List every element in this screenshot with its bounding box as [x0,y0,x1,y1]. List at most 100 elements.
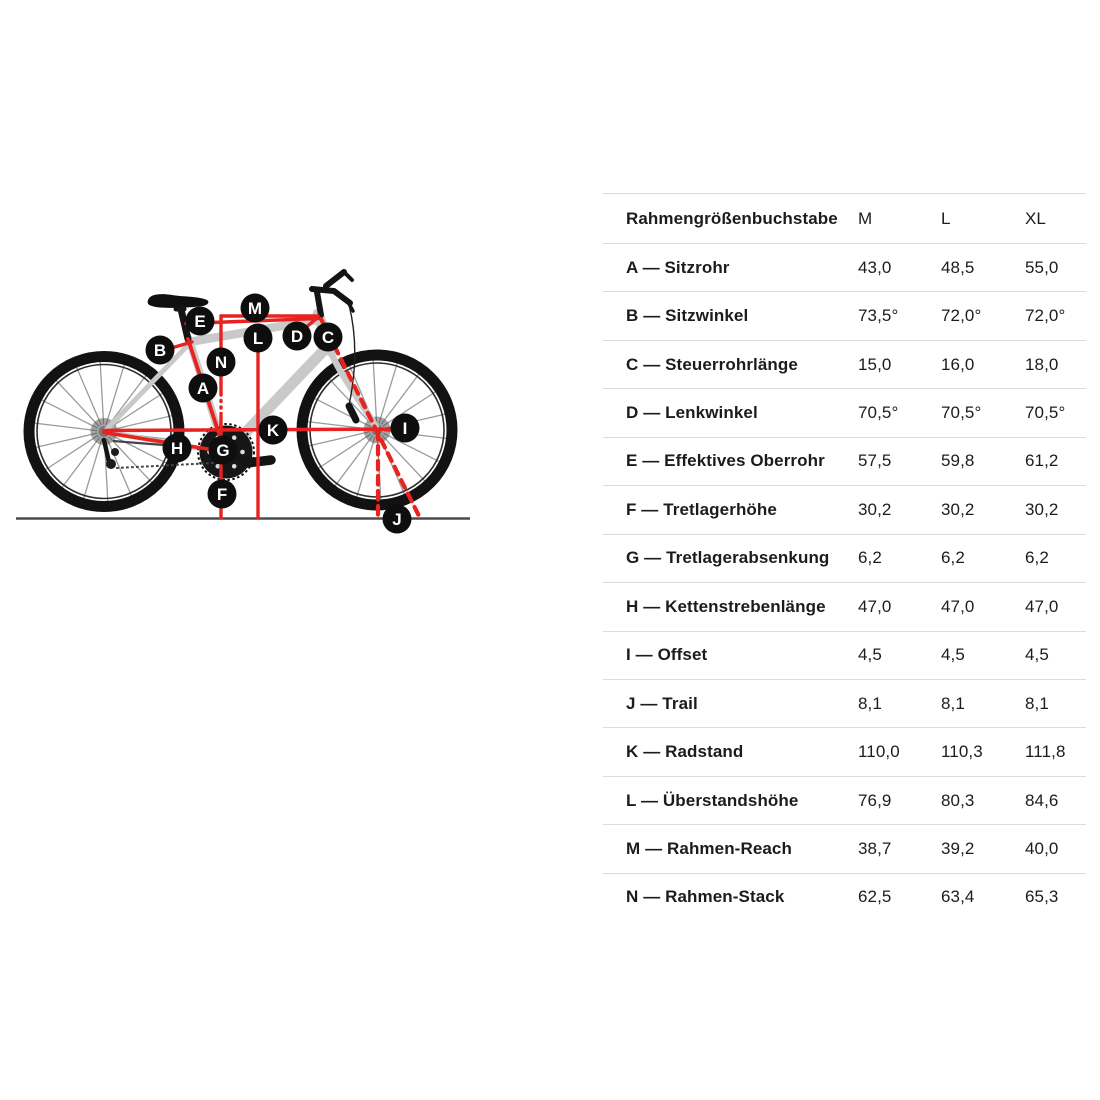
marker-letter: B [154,341,166,360]
marker-letter: N [215,353,227,372]
row-value-l: 4,5 [941,645,965,665]
row-value-m: 57,5 [858,451,892,471]
marker-J: J [382,504,412,534]
marker-letter: J [392,510,401,529]
row-label: E — Effektives Oberrohr [626,451,825,471]
row-label: I — Offset [626,645,708,665]
table-row: I — Offset 4,5 4,5 4,5 [603,630,1086,679]
row-value-l: 59,8 [941,451,975,471]
rear-derailleur [101,437,112,465]
geometry-table: Rahmengrößenbuchstabe M L XL A — Sitzroh… [603,193,1086,922]
row-value-m: 8,1 [858,693,882,713]
marker-G: G [208,435,238,465]
column-header-xl: XL [1025,208,1046,228]
saddle [147,294,209,308]
marker-letter: E [194,312,205,331]
stem [314,289,324,318]
table-row: D — Lenkwinkel 70,5° 70,5° 70,5° [603,388,1086,437]
row-value-xl: 4,5 [1025,645,1049,665]
table-header-row: Rahmengrößenbuchstabe M L XL [603,193,1086,243]
table-row: K — Radstand 110,0 110,3 111,8 [603,727,1086,776]
row-value-xl: 70,5° [1025,403,1066,423]
table-row: C — Steuerrohrlänge 15,0 16,0 18,0 [603,339,1086,389]
row-label: M — Rahmen-Reach [626,838,792,858]
table-row: N — Rahmen-Stack 62,5 63,4 65,3 [603,872,1086,922]
row-value-xl: 65,3 [1025,887,1059,907]
marker-letter: K [267,421,280,440]
row-label: D — Lenkwinkel [626,403,758,423]
row-value-l: 110,3 [941,742,983,762]
table-row: F — Tretlagerhöhe 30,2 30,2 30,2 [603,485,1086,534]
marker-letter: L [253,329,263,348]
row-value-l: 30,2 [941,499,975,519]
table-row: H — Kettenstrebenlänge 47,0 47,0 47,0 [603,582,1086,631]
row-value-m: 38,7 [858,838,892,858]
marker-H: H [162,433,192,463]
marker-C: C [313,322,343,352]
row-value-xl: 40,0 [1025,838,1059,858]
row-value-xl: 84,6 [1025,790,1059,810]
row-value-m: 47,0 [858,596,892,616]
row-label: J — Trail [626,693,698,713]
marker-letter: C [322,328,334,347]
marker-letter: D [291,327,303,346]
row-value-xl: 61,2 [1025,451,1059,471]
table-row: A — Sitzrohr 43,0 48,5 55,0 [603,243,1086,292]
marker-I: I [390,413,420,443]
row-value-l: 48,5 [941,257,975,277]
row-label: F — Tretlagerhöhe [626,499,777,519]
row-value-xl: 55,0 [1025,257,1059,277]
row-value-l: 6,2 [941,548,965,568]
row-value-m: 110,0 [858,742,900,762]
marker-letter: I [403,419,408,438]
row-label: A — Sitzrohr [626,257,730,277]
chain-bottom [115,462,215,469]
table-body: A — Sitzrohr 43,0 48,5 55,0 B — Sitzwink… [603,243,1086,922]
column-header-l: L [941,208,951,228]
table-row: E — Effektives Oberrohr 57,5 59,8 61,2 [603,436,1086,486]
marker-M: M [240,293,270,323]
row-label: G — Tretlagerabsenkung [626,548,830,568]
table-row: J — Trail 8,1 8,1 8,1 [603,678,1086,728]
table-row: M — Rahmen-Reach 38,7 39,2 40,0 [603,824,1086,873]
table-row: G — Tretlagerabsenkung 6,2 6,2 6,2 [603,533,1086,583]
row-value-l: 8,1 [941,693,965,713]
dimension-markers: A B C D E F G H I J K L [145,293,420,534]
marker-E: E [185,306,215,336]
measurement-lines [102,314,422,520]
row-label: B — Sitzwinkel [626,306,749,326]
row-value-m: 43,0 [858,257,892,277]
marker-B: B [145,335,175,365]
row-label: L — Überstandshöhe [626,790,799,810]
row-value-m: 4,5 [858,645,882,665]
marker-N: N [206,347,236,377]
brake-caliper [345,402,360,424]
table-row: L — Überstandshöhe 76,9 80,3 84,6 [603,775,1086,825]
row-value-m: 6,2 [858,548,882,568]
row-value-l: 72,0° [941,306,982,326]
marker-A: A [188,373,218,403]
bike-components [101,269,360,481]
marker-L: L [243,323,273,353]
column-header-m: M [858,208,873,228]
row-value-m: 76,9 [858,790,892,810]
marker-F: F [207,479,237,509]
row-value-m: 30,2 [858,499,892,519]
marker-letter: M [248,299,262,318]
row-label: C — Steuerrohrlänge [626,354,798,374]
marker-letter: H [171,439,183,458]
row-value-xl: 72,0° [1025,306,1066,326]
row-value-xl: 6,2 [1025,548,1049,568]
row-value-xl: 8,1 [1025,693,1049,713]
bike-geometry-diagram: A B C D E F G H I J K L [16,269,470,534]
row-value-m: 73,5° [858,306,899,326]
row-label: N — Rahmen-Stack [626,887,785,907]
row-value-xl: 30,2 [1025,499,1059,519]
row-value-l: 70,5° [941,403,982,423]
row-value-m: 15,0 [858,354,892,374]
handlebar [309,286,353,306]
table-header-label: Rahmengrößenbuchstabe [626,208,838,228]
row-value-l: 63,4 [941,887,975,907]
row-value-xl: 111,8 [1025,742,1066,762]
